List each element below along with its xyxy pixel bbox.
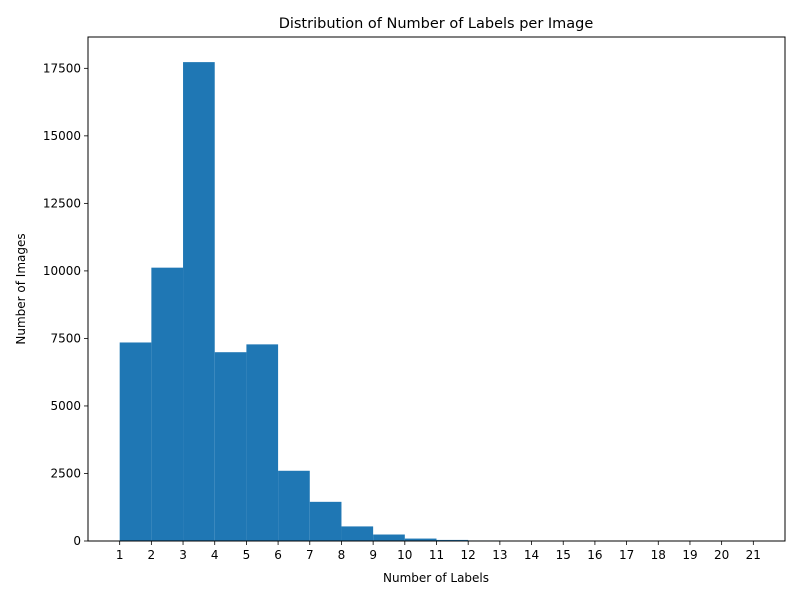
- x-tick-label: 14: [524, 548, 539, 562]
- y-tick-label: 15000: [43, 129, 81, 143]
- x-tick-label: 1: [116, 548, 124, 562]
- histogram-bar: [309, 501, 342, 541]
- x-tick-label: 20: [714, 548, 729, 562]
- y-tick-label: 0: [73, 534, 81, 548]
- x-tick-label: 5: [243, 548, 251, 562]
- x-tick-label: 16: [587, 548, 602, 562]
- x-tick-label: 4: [211, 548, 219, 562]
- x-tick-label: 21: [746, 548, 761, 562]
- x-tick-label: 7: [306, 548, 314, 562]
- y-tick-label: 5000: [50, 399, 81, 413]
- x-tick-label: 6: [274, 548, 282, 562]
- y-tick-label: 17500: [43, 61, 81, 75]
- y-tick-label: 12500: [43, 196, 81, 210]
- y-tick-label: 7500: [50, 331, 81, 345]
- x-tick-label: 15: [556, 548, 571, 562]
- histogram-bar: [278, 470, 310, 541]
- x-tick-label: 11: [429, 548, 444, 562]
- histogram-bar: [151, 267, 184, 541]
- x-axis-label: Number of Labels: [383, 571, 489, 585]
- histogram-bar: [436, 539, 469, 541]
- x-tick-label: 19: [682, 548, 697, 562]
- histogram-bar: [341, 526, 374, 541]
- x-tick-label: 12: [461, 548, 476, 562]
- y-tick-label: 2500: [50, 466, 81, 480]
- bars-group: [119, 62, 754, 542]
- x-tick-label: 8: [338, 548, 346, 562]
- x-tick-label: 10: [397, 548, 412, 562]
- x-tick-label: 17: [619, 548, 634, 562]
- x-tick-label: 3: [179, 548, 187, 562]
- histogram-bar: [404, 538, 437, 541]
- y-axis: 0 2500 5000 7500 10000 12500 15000 17500: [43, 61, 88, 548]
- x-tick-label: 18: [651, 548, 666, 562]
- y-axis-label: Number of Images: [14, 233, 28, 344]
- histogram-bar: [246, 344, 279, 541]
- x-axis: 1 2 3 4 5 6 7 8 9 10 11 12 13 14 15 16 17 18 19 20 21: [116, 541, 761, 562]
- x-tick-label: 13: [492, 548, 507, 562]
- x-tick-label: 9: [369, 548, 377, 562]
- histogram-bar: [373, 534, 405, 541]
- histogram-bar: [183, 62, 215, 542]
- chart-title: Distribution of Number of Labels per Ima…: [279, 16, 594, 32]
- histogram-bar: [119, 342, 152, 541]
- x-tick-label: 2: [148, 548, 156, 562]
- y-tick-label: 10000: [43, 264, 81, 278]
- histogram-bar: [214, 352, 247, 541]
